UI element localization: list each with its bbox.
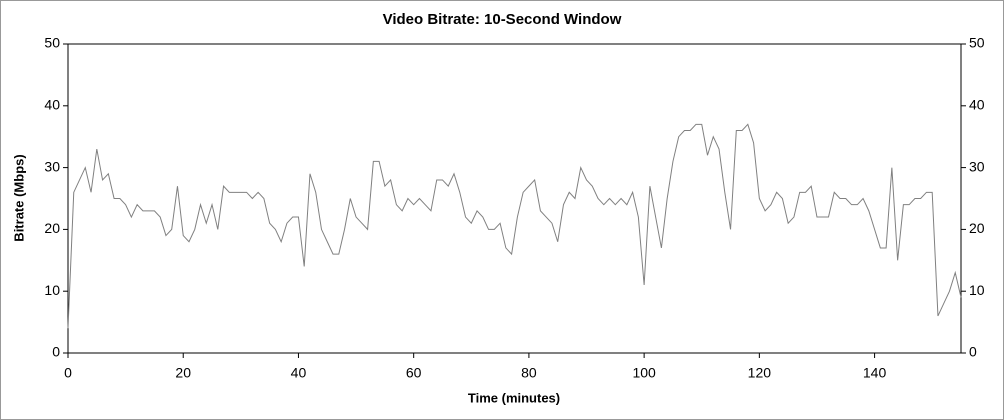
plot-frame <box>67 43 962 354</box>
y-tick-label: 10 <box>44 282 60 298</box>
y2-tick-label: 0 <box>969 344 977 360</box>
y2-tick-label: 20 <box>969 220 985 236</box>
x-tick-label: 0 <box>64 365 72 381</box>
y-axis-title: Bitrate (Mbps) <box>11 154 26 241</box>
y-tick-label: 30 <box>44 158 60 174</box>
x-tick-label: 60 <box>406 365 422 381</box>
data-line <box>67 123 962 329</box>
x-tick-label: 100 <box>632 365 656 381</box>
x-tick-label: 140 <box>863 365 887 381</box>
x-tick-label: 120 <box>748 365 772 381</box>
y2-tick-label: 40 <box>969 97 985 113</box>
x-tick-label: 40 <box>291 365 307 381</box>
y2-tick-label: 50 <box>969 35 985 51</box>
y2-tick-label: 30 <box>969 158 985 174</box>
chart-title: Video Bitrate: 10-Second Window <box>383 11 622 28</box>
y-tick-label: 50 <box>44 35 60 51</box>
y-tick-label: 20 <box>44 220 60 236</box>
y-tick-label: 40 <box>44 97 60 113</box>
x-tick-label: 80 <box>521 365 537 381</box>
x-tick-label: 20 <box>175 365 191 381</box>
x-axis-title: Time (minutes) <box>468 390 560 405</box>
y2-tick-label: 10 <box>969 282 985 298</box>
y-tick-label: 0 <box>52 344 60 360</box>
